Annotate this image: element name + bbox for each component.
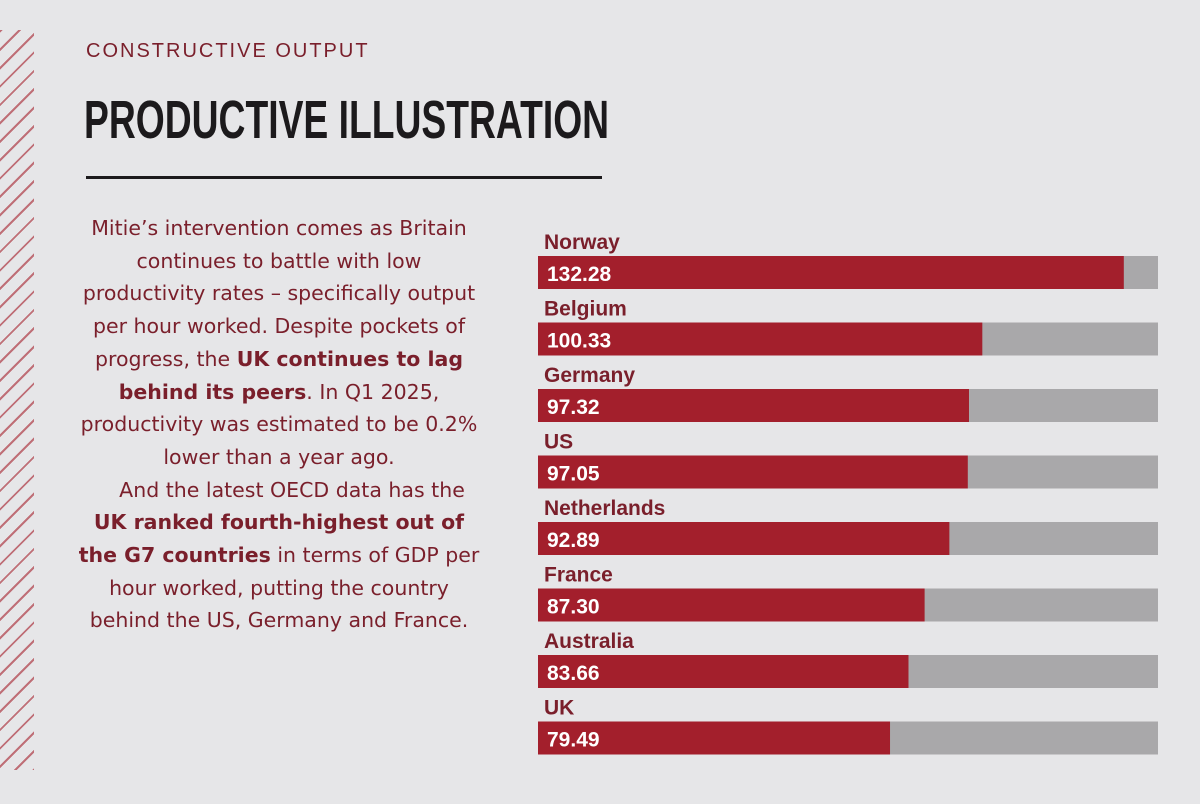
value-label-belgium: 100.33 xyxy=(547,330,611,353)
category-label-france: France xyxy=(544,564,613,587)
category-label-australia: Australia xyxy=(544,630,634,653)
value-label-france: 87.30 xyxy=(547,596,600,619)
bar-netherlands xyxy=(538,522,950,555)
headline-underline xyxy=(86,176,602,179)
bar-australia xyxy=(538,655,909,688)
page-title: PRODUCTIVE ILLUSTRATION xyxy=(84,90,610,150)
bar-us xyxy=(538,455,968,489)
paragraph-1-text-b: . In Q1 2025, productivity was estimated… xyxy=(80,379,478,469)
paragraph-2-text-a: And the latest OECD data has the xyxy=(119,477,465,502)
paragraph-1: Mitie’s intervention comes as Britain co… xyxy=(74,212,484,474)
value-label-netherlands: 92.89 xyxy=(547,529,600,552)
bar-belgium xyxy=(538,322,983,356)
paragraph-1-emphasis: UK continues to lag behind its peers xyxy=(118,346,463,404)
category-label-us: US xyxy=(544,431,573,454)
value-label-uk: 79.49 xyxy=(547,729,600,752)
value-label-australia: 83.66 xyxy=(547,662,600,685)
section-kicker: CONSTRUCTIVE OUTPUT xyxy=(86,40,370,62)
value-label-us: 97.05 xyxy=(547,463,600,486)
decorative-hatch-stripe xyxy=(0,30,34,770)
value-label-germany: 97.32 xyxy=(547,396,600,419)
category-label-uk: UK xyxy=(544,697,574,720)
category-label-belgium: Belgium xyxy=(544,298,627,321)
paragraph-1-text-a: Mitie’s intervention comes as Britain co… xyxy=(82,216,476,371)
category-label-norway: Norway xyxy=(544,231,620,254)
category-label-netherlands: Netherlands xyxy=(544,497,665,520)
value-label-norway: 132.28 xyxy=(547,263,612,286)
paragraph-2-text-b: in terms of GDP per hour worked, putting… xyxy=(89,543,480,633)
bar-norway xyxy=(538,256,1124,289)
bar-germany xyxy=(538,389,969,422)
bar-uk xyxy=(538,721,891,755)
bar-france xyxy=(538,588,925,622)
article-body: Mitie’s intervention comes as Britain co… xyxy=(74,212,484,637)
paragraph-2: And the latest OECD data has the UK rank… xyxy=(74,474,484,638)
category-label-germany: Germany xyxy=(544,364,635,387)
paragraph-2-emphasis: UK ranked fourth-highest out of the G7 c… xyxy=(78,510,465,568)
